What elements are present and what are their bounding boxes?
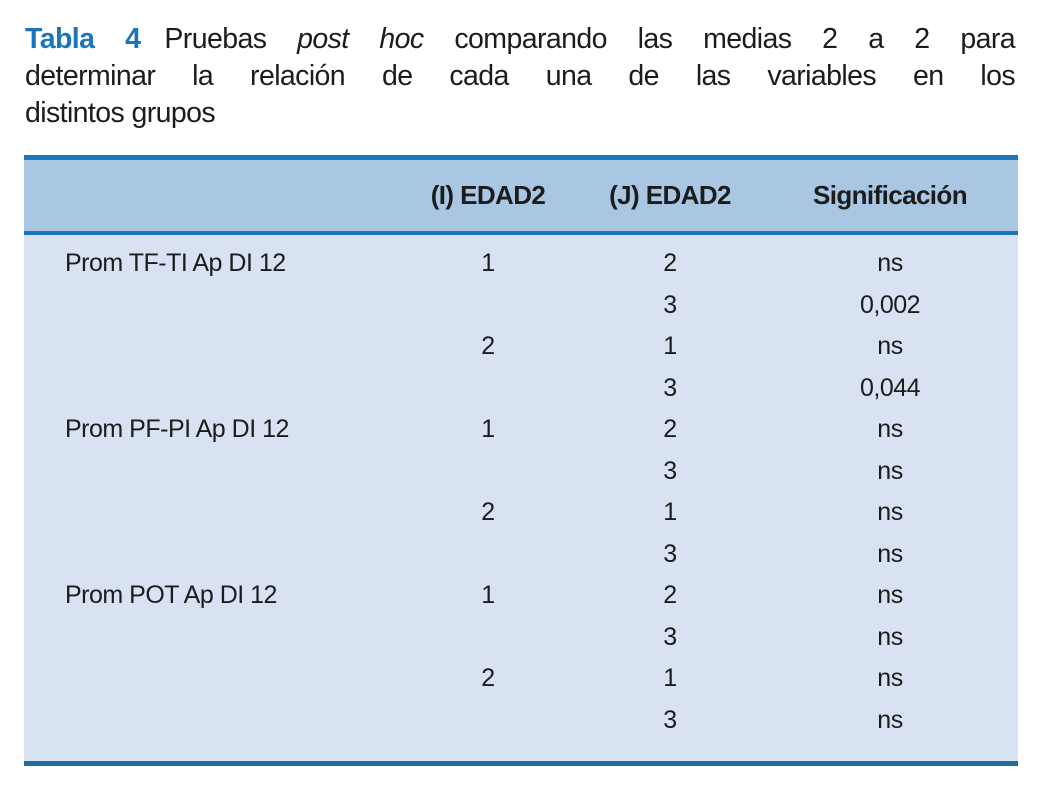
table-header-row: (I) EDAD2 (J) EDAD2 Significación [24, 160, 1018, 231]
table-row: 2 1 ns [24, 326, 1018, 368]
cell-j: 3 [663, 373, 677, 402]
cell-j: 3 [663, 456, 677, 485]
caption-text-seg1: Pruebas [164, 23, 267, 55]
cell-variable: Prom TF-TI Ap DI 12 [65, 249, 286, 278]
header-significacion: Significación [812, 180, 968, 210]
cell-j: 3 [663, 622, 677, 651]
cell-sig: 0,002 [859, 290, 921, 319]
table-caption: Tabla 4 Pruebas post hoc comparando las m… [25, 21, 1016, 132]
data-table: (I) EDAD2 (J) EDAD2 Significación Prom T… [24, 155, 1018, 766]
cell-sig: ns [877, 456, 903, 485]
cell-sig: ns [877, 249, 903, 278]
cell-sig: ns [877, 539, 903, 568]
caption-line-2: determinar la relación de cada una de la… [25, 60, 1016, 92]
table-body: Prom TF-TI Ap DI 12 1 2 ns 3 0,002 2 1 n… [24, 235, 1018, 761]
table-row: 3 ns [24, 617, 1018, 659]
cell-j: 3 [663, 290, 677, 319]
table-number-label: Tabla 4 [25, 23, 141, 55]
caption-italic-post-hoc: post hoc [297, 23, 424, 55]
cell-sig: ns [877, 705, 903, 734]
header-i-edad2: (I) EDAD2 [430, 180, 546, 210]
caption-line-3: distintos grupos [25, 97, 216, 129]
cell-i: 1 [481, 581, 495, 610]
cell-j: 3 [663, 539, 677, 568]
cell-i: 2 [481, 332, 495, 361]
cell-sig: ns [877, 498, 903, 527]
cell-sig: ns [877, 581, 903, 610]
cell-sig: ns [877, 415, 903, 444]
cell-variable: Prom PF-PI Ap DI 12 [65, 415, 289, 444]
cell-j: 2 [663, 249, 677, 278]
cell-sig: 0,044 [859, 373, 921, 402]
table-row: 3 0,044 [24, 368, 1018, 410]
table-header-rule [24, 231, 1018, 235]
cell-j: 2 [663, 581, 677, 610]
cell-sig: ns [877, 664, 903, 693]
table-row: 2 1 ns [24, 658, 1018, 700]
table-row: Prom PF-PI Ap DI 12 1 2 ns [24, 409, 1018, 451]
cell-sig: ns [877, 332, 903, 361]
header-j-edad2: (J) EDAD2 [609, 180, 731, 210]
table-row: 3 ns [24, 534, 1018, 576]
table-row: 3 ns [24, 451, 1018, 493]
cell-i: 1 [481, 249, 495, 278]
table-row: Prom POT Ap DI 12 1 2 ns [24, 575, 1018, 617]
cell-j: 1 [663, 664, 677, 693]
cell-variable: Prom POT Ap DI 12 [65, 581, 277, 610]
table-row: Prom TF-TI Ap DI 12 1 2 ns [24, 243, 1018, 285]
caption-text-seg2: comparando las medias 2 a 2 para [454, 23, 1015, 55]
table-row: 2 1 ns [24, 492, 1018, 534]
caption-line-1: Tabla 4 Pruebas post hoc comparando las m… [25, 21, 1016, 58]
table-top-rule [24, 155, 1018, 160]
table-row: 3 0,002 [24, 285, 1018, 327]
cell-i: 2 [481, 498, 495, 527]
cell-sig: ns [877, 622, 903, 651]
cell-j: 1 [663, 332, 677, 361]
cell-j: 2 [663, 415, 677, 444]
cell-i: 1 [481, 415, 495, 444]
cell-j: 3 [663, 705, 677, 734]
table-bottom-rule [24, 761, 1018, 766]
cell-i: 2 [481, 664, 495, 693]
table-row: 3 ns [24, 700, 1018, 742]
cell-j: 1 [663, 498, 677, 527]
